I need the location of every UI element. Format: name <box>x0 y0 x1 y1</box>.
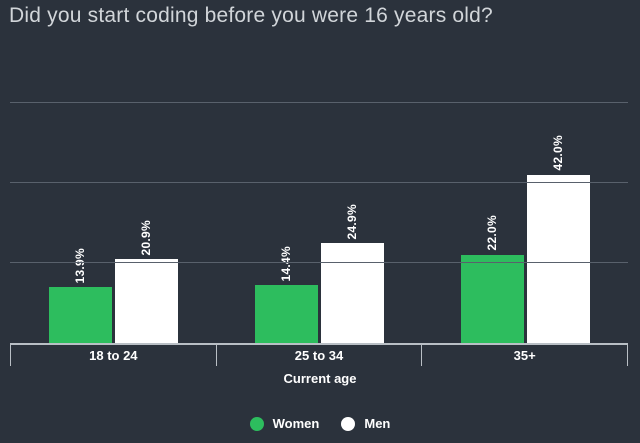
bar-wrap: 22.0% <box>460 215 524 343</box>
legend-label: Men <box>364 416 391 431</box>
bar-wrap: 42.0% <box>526 135 590 343</box>
x-axis-category-35+: 35+ <box>421 345 629 366</box>
chart-title: Did you start coding before you were 16 … <box>9 4 493 27</box>
legend-swatch-icon <box>249 416 264 431</box>
bar-women-35+[interactable] <box>460 255 524 343</box>
bar-women-18-to-24[interactable] <box>48 287 112 343</box>
legend-item-women[interactable]: Women <box>249 416 320 431</box>
bar-group: 13.9% 20.9% <box>10 63 216 343</box>
bar-value-label: 24.9% <box>345 203 359 240</box>
bar-wrap: 20.9% <box>114 219 178 343</box>
bar-men-18-to-24[interactable] <box>114 259 178 343</box>
bar-value-label: 22.0% <box>485 215 499 251</box>
bar-men-35+[interactable] <box>526 175 590 343</box>
x-axis-title: Current age <box>283 371 357 386</box>
bar-value-label: 20.9% <box>139 219 153 256</box>
bar-value-label: 13.9% <box>73 247 87 284</box>
legend-swatch-icon <box>341 416 356 431</box>
bar-groups: 13.9% 20.9% 14.4% 24.9% 22.0% 42.0% <box>10 63 628 343</box>
legend-item-men[interactable]: Men <box>341 416 390 431</box>
x-axis-category-25-to-34: 25 to 34 <box>215 345 422 366</box>
x-axis-band: 18 to 24 25 to 34 35+ <box>10 343 629 366</box>
bar-wrap: 14.4% <box>254 245 318 343</box>
legend: Women Men <box>0 416 640 431</box>
bar-value-label: 42.0% <box>551 135 565 171</box>
legend-label: Women <box>272 416 320 431</box>
bar-women-25-to-34[interactable] <box>254 285 318 343</box>
bar-men-25-to-34[interactable] <box>320 243 384 343</box>
bar-value-label: 14.4% <box>279 245 293 282</box>
gridline-40 <box>10 182 628 183</box>
bar-group: 14.4% 24.9% <box>216 63 422 343</box>
x-axis-category-18-to-24: 18 to 24 <box>10 345 216 366</box>
plot-area: 13.9% 20.9% 14.4% 24.9% 22.0% 42.0% <box>10 63 628 343</box>
bar-wrap: 24.9% <box>320 203 384 343</box>
gridline-20 <box>10 262 628 263</box>
gridline-60 <box>10 102 628 103</box>
bar-wrap: 13.9% <box>48 247 112 343</box>
bar-group: 22.0% 42.0% <box>422 63 628 343</box>
